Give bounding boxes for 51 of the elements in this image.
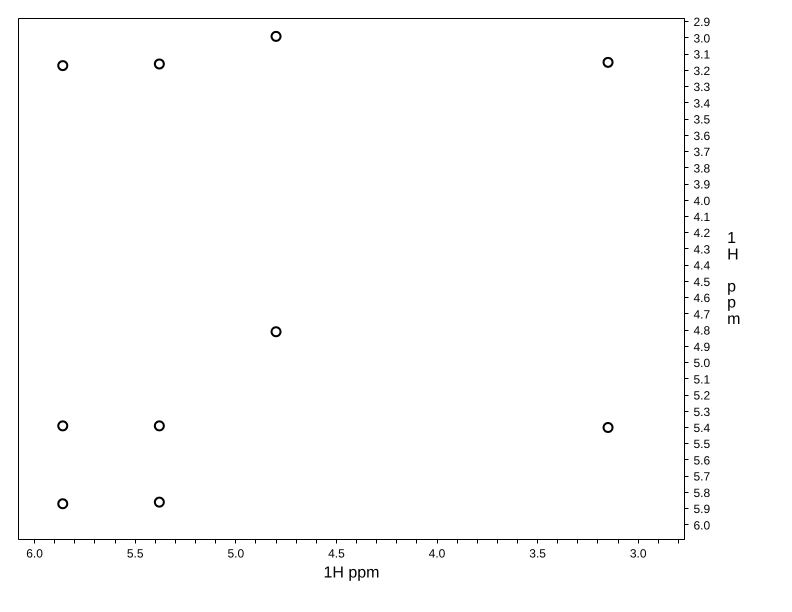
y-tick-label: 4.4 [694,258,711,273]
y-tick-label: 5.1 [694,372,711,386]
y-tick-label: 4.7 [694,307,711,322]
x-tick-label: 3.5 [529,546,546,560]
y-tick-label: 3.0 [694,31,711,46]
y-tick-label: 5.0 [694,356,711,370]
x-tick-label: 4.5 [328,546,346,560]
point [57,420,68,432]
y-tick-label: 4.8 [694,324,711,338]
point [270,30,282,42]
y-tick-label: 4.5 [694,274,711,289]
y-tick-label: 6.0 [694,518,711,532]
y-tick-label: 3.7 [694,145,711,160]
point [154,58,165,70]
y-tick-label: 5.2 [694,388,711,403]
point [602,56,614,68]
y-axis-title: 1 H p p m [727,230,741,328]
y-tick-label: 4.0 [694,194,711,208]
y-tick-label: 2.9 [694,15,711,30]
point [154,496,165,508]
y-tick-label: 3.3 [694,80,711,94]
y-tick-label: 5.7 [694,470,711,484]
x-tick-label: 5.5 [126,546,144,560]
y-tick-label: 3.5 [694,112,711,127]
x-tick-label: 5.0 [227,546,244,560]
point [57,498,68,510]
point [154,420,165,432]
point [270,326,282,338]
x-tick-label: 3.0 [630,546,647,560]
y-tick-label: 4.9 [694,340,711,354]
y-tick-label: 3.4 [694,96,711,110]
y-tick-label: 4.6 [694,291,711,306]
x-tick-label: 4.0 [428,546,446,560]
y-tick-label: 3.1 [694,48,711,62]
y-tick-label: 5.9 [694,502,711,516]
x-axis-title: 1H ppm [323,564,380,582]
y-tick-label: 5.3 [694,404,711,419]
y-tick-label: 4.2 [694,226,711,240]
y-tick-label: 3.8 [694,161,711,176]
y-tick-label: 4.1 [694,210,711,224]
y-tick-label: 3.2 [694,64,711,78]
point [57,60,68,72]
point [602,422,614,433]
y-tick-label: 3.9 [694,178,711,192]
y-tick-label: 5.5 [694,437,711,452]
y-tick-label: 5.4 [694,421,711,436]
y-tick-label: 3.6 [694,128,711,143]
y-tick-label: 5.6 [694,453,711,468]
y-tick-label: 4.3 [694,242,711,256]
y-tick-label: 5.8 [694,486,711,500]
x-tick-label: 6.0 [26,546,44,560]
